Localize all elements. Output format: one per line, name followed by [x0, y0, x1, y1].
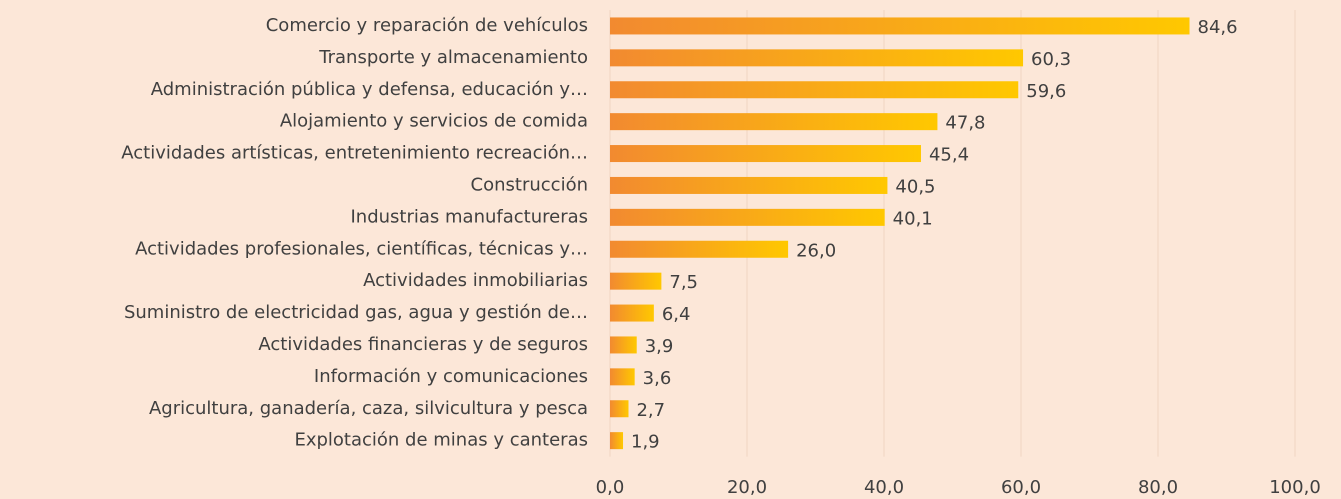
x-tick-label: 80,0: [1138, 477, 1178, 498]
data-label: 47,8: [945, 113, 985, 134]
data-label: 40,1: [893, 208, 933, 229]
data-label: 60,3: [1031, 49, 1071, 70]
y-tick-label: Actividades financieras y de seguros: [258, 334, 588, 355]
data-label: 2,7: [636, 400, 665, 421]
data-label: 7,5: [669, 272, 698, 293]
data-label: 6,4: [662, 304, 691, 325]
y-tick-label: Actividades profesionales, científicas, …: [135, 238, 588, 259]
bar: [610, 49, 1024, 67]
data-label: 3,6: [643, 368, 672, 389]
data-label: 1,9: [631, 432, 660, 453]
data-label: 84,6: [1198, 17, 1238, 38]
y-tick-label: Comercio y reparación de vehículos: [266, 15, 588, 36]
y-tick-label: Industrias manufactureras: [350, 206, 588, 227]
x-tick-label: 0,0: [596, 477, 625, 498]
data-label: 45,4: [929, 145, 969, 166]
y-tick-label: Alojamiento y servicios de comida: [280, 111, 588, 132]
bar: [610, 81, 1019, 99]
bar: [610, 240, 789, 258]
x-tick-label: 40,0: [864, 477, 904, 498]
y-tick-label: Construcción: [471, 174, 588, 195]
x-tick-label: 20,0: [727, 477, 767, 498]
y-tick-label: Actividades inmobiliarias: [363, 270, 588, 291]
bar: [610, 304, 654, 322]
bar: [610, 368, 635, 386]
bar: [610, 17, 1190, 35]
x-tick-label: 60,0: [1001, 477, 1041, 498]
y-tick-label: Explotación de minas y canteras: [294, 430, 588, 451]
data-label: 40,5: [895, 176, 935, 197]
bar: [610, 272, 662, 290]
bar: [610, 145, 921, 163]
x-tick-label: 100,0: [1269, 477, 1321, 498]
y-tick-label: Transporte y almacenamiento: [318, 47, 588, 68]
y-tick-label: Suministro de electricidad gas, agua y g…: [124, 302, 588, 323]
data-label: 3,9: [645, 336, 674, 357]
bar: [610, 208, 885, 226]
data-label: 26,0: [796, 240, 836, 261]
y-tick-label: Agricultura, ganadería, caza, silvicultu…: [149, 398, 588, 419]
bar: [610, 113, 938, 131]
bar: [610, 432, 624, 450]
y-tick-label: Información y comunicaciones: [314, 366, 588, 387]
y-tick-label: Actividades artísticas, entretenimiento …: [121, 143, 588, 164]
data-label: 59,6: [1026, 81, 1066, 102]
y-tick-label: Administración pública y defensa, educac…: [151, 79, 588, 100]
bar: [610, 336, 637, 354]
bar: [610, 400, 629, 418]
bar: [610, 176, 888, 194]
